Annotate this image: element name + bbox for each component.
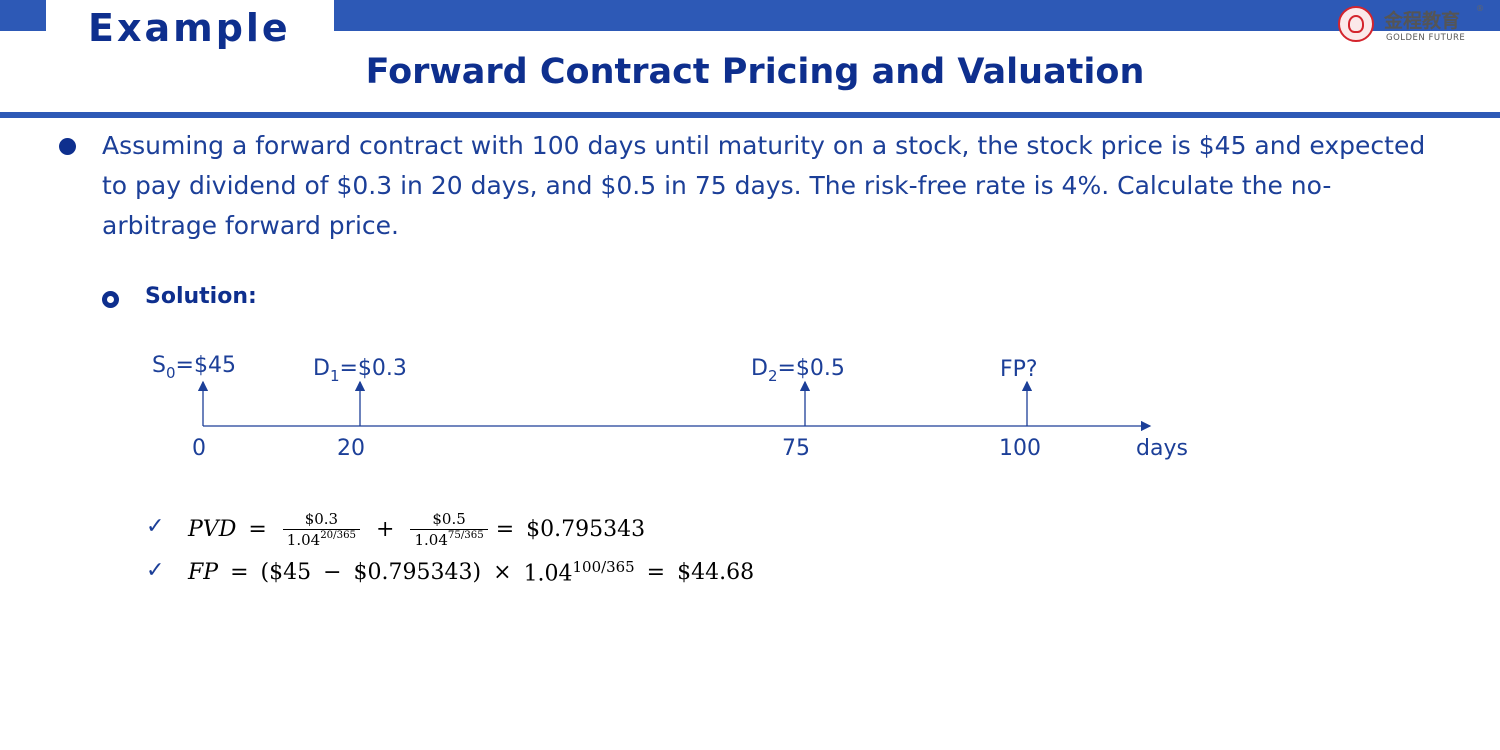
open-paren: ( [260,559,270,585]
logo-name-cn: 金程教育 [1384,10,1461,32]
times-sign: × [493,559,512,585]
header-bar-left [0,0,46,31]
check-mark-icon: ✓ [146,514,165,539]
check-mark-icon: ✓ [146,558,165,583]
header-bar-right [334,0,1500,31]
fp-formula: FP = ( $45 − $0.795343 ) × 1.04100/365 =… [188,552,754,592]
equals-sign: = [230,559,249,585]
dividend-2-fraction: $0.5 1.0475/365 [410,509,488,549]
minus-sign: − [323,559,342,585]
pvd-result: $0.795343 [526,516,646,542]
bullet-dot-icon [59,138,76,155]
bullet-ring-icon [102,291,119,308]
logo-registered-mark: ® [1476,4,1484,13]
timeline-tick-0: 0 [192,436,206,461]
plus-sign: + [376,516,395,542]
brand-logo: 金程教育 ® GOLDEN FUTURE [1336,4,1486,44]
title-divider [0,112,1500,118]
pvd-formula: PVD = $0.3 1.0420/365 + $0.5 1.0475/365 … [188,504,645,554]
slide-title: Forward Contract Pricing and Valuation [365,52,1145,92]
equals-sign: = [646,559,666,585]
logo-name-en: GOLDEN FUTURE [1386,33,1466,43]
dividend-2-numerator: $0.5 [432,509,466,528]
timeline-tick-75: 75 [782,436,810,461]
solution-label: Solution: [145,284,257,309]
timeline-tick-100: 100 [999,436,1041,461]
pvd-value: $0.795343 [353,559,473,585]
fp-symbol: FP [188,559,219,585]
timeline-unit-label: days [1136,436,1188,461]
fp-result: $44.68 [677,559,755,585]
spot-price: $45 [269,559,312,585]
growth-factor: 1.04100/365 [523,557,635,587]
problem-statement: Assuming a forward contract with 100 day… [102,131,1426,240]
seal-logo-icon [1338,6,1374,42]
timeline-label-fp: FP? [1000,357,1038,382]
dividend-1-fraction: $0.3 1.0420/365 [282,509,361,549]
section-label: Example [88,6,291,50]
timeline-label-d1: D1=$0.3 [313,356,407,385]
dividend-1-denominator: 1.0420/365 [282,528,361,549]
cash-flow-timeline: S0=$45 D1=$0.3 D2=$0.5 FP? 0 20 75 100 d… [152,353,1188,461]
timeline-label-d2: D2=$0.5 [751,356,845,385]
timeline-tick-20: 20 [337,436,365,461]
equals-sign: = [495,516,515,542]
equals-sign: = [248,516,267,542]
pvd-symbol: PVD [188,516,237,542]
close-paren: ) [472,559,482,585]
dividend-1-numerator: $0.3 [304,509,339,528]
dividend-2-denominator: 1.0475/365 [410,528,488,549]
timeline-label-s0: S0=$45 [152,353,236,382]
